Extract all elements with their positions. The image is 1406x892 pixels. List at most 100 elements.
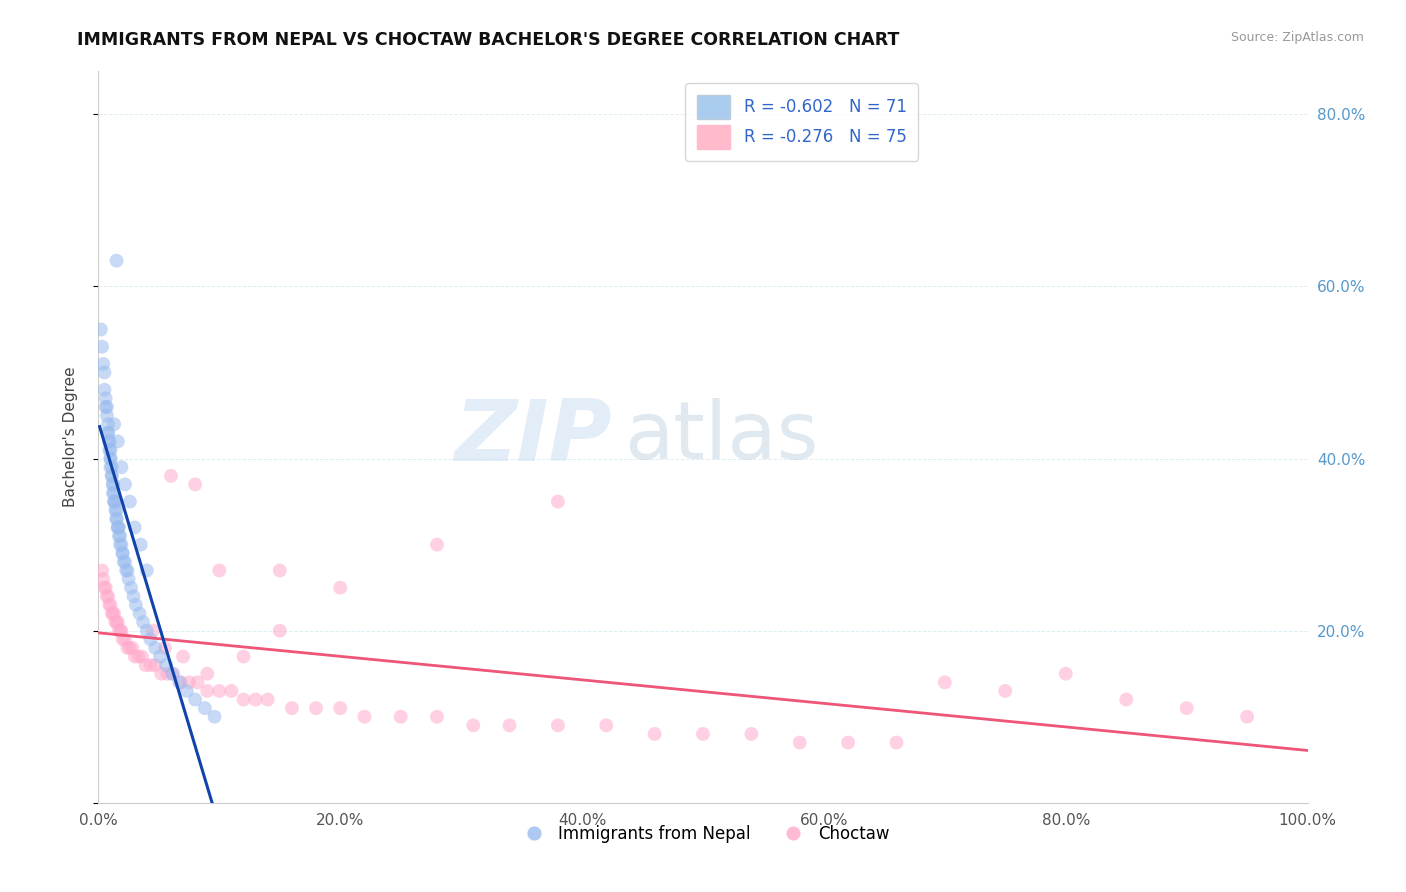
Point	[100, 468, 122, 483]
Point	[96, 400, 118, 414]
Point	[195, 684, 218, 698]
Point	[93, 366, 115, 380]
Point	[105, 512, 128, 526]
Text: Source: ZipAtlas.com: Source: ZipAtlas.com	[1230, 31, 1364, 45]
Point	[91, 340, 114, 354]
Point	[172, 649, 194, 664]
Point	[107, 434, 129, 449]
Point	[156, 666, 179, 681]
Point	[101, 477, 124, 491]
Point	[114, 555, 136, 569]
Point	[329, 701, 352, 715]
Point	[115, 564, 138, 578]
Point	[104, 494, 127, 508]
Point	[143, 658, 166, 673]
Point	[329, 581, 352, 595]
Point	[934, 675, 956, 690]
Point	[96, 589, 118, 603]
Point	[101, 477, 124, 491]
Point	[139, 658, 162, 673]
Point	[184, 692, 207, 706]
Point	[93, 383, 115, 397]
Point	[135, 658, 157, 673]
Point	[162, 666, 184, 681]
Point	[96, 409, 118, 423]
Point	[111, 632, 134, 647]
Point	[110, 538, 132, 552]
Point	[1236, 710, 1258, 724]
Point	[208, 684, 231, 698]
Point	[837, 735, 859, 749]
Point	[498, 718, 520, 732]
Point	[124, 649, 146, 664]
Point	[98, 442, 121, 457]
Point	[132, 615, 155, 629]
Point	[105, 503, 128, 517]
Point	[101, 607, 124, 621]
Point	[91, 357, 114, 371]
Point	[124, 520, 146, 534]
Point	[100, 451, 122, 466]
Point	[110, 624, 132, 638]
Point	[111, 546, 134, 560]
Point	[121, 640, 143, 655]
Point	[94, 400, 117, 414]
Point	[114, 632, 136, 647]
Point	[150, 666, 173, 681]
Point	[97, 425, 120, 440]
Point	[104, 503, 127, 517]
Point	[426, 538, 449, 552]
Point	[103, 607, 125, 621]
Point	[353, 710, 375, 724]
Point	[195, 666, 218, 681]
Point	[547, 494, 569, 508]
Point	[118, 572, 141, 586]
Point	[108, 529, 131, 543]
Text: atlas: atlas	[624, 398, 818, 476]
Point	[740, 727, 762, 741]
Point	[93, 581, 115, 595]
Point	[187, 675, 209, 690]
Point	[644, 727, 666, 741]
Point	[91, 572, 114, 586]
Point	[97, 425, 120, 440]
Point	[112, 555, 135, 569]
Point	[142, 624, 165, 638]
Point	[105, 253, 128, 268]
Point	[139, 632, 162, 647]
Point	[105, 512, 128, 526]
Point	[1175, 701, 1198, 715]
Point	[108, 624, 131, 638]
Text: IMMIGRANTS FROM NEPAL VS CHOCTAW BACHELOR'S DEGREE CORRELATION CHART: IMMIGRANTS FROM NEPAL VS CHOCTAW BACHELO…	[77, 31, 900, 49]
Point	[160, 666, 183, 681]
Point	[184, 477, 207, 491]
Point	[107, 520, 129, 534]
Point	[114, 477, 136, 491]
Point	[90, 322, 112, 336]
Point	[108, 520, 131, 534]
Point	[131, 649, 153, 664]
Point	[94, 392, 117, 406]
Text: ZIP: ZIP	[454, 395, 613, 479]
Point	[108, 624, 131, 638]
Point	[100, 468, 122, 483]
Point	[463, 718, 485, 732]
Point	[104, 615, 127, 629]
Point	[100, 598, 122, 612]
Point	[98, 434, 121, 449]
Point	[204, 710, 226, 724]
Point	[305, 701, 328, 715]
Point	[1115, 692, 1137, 706]
Point	[127, 649, 149, 664]
Point	[103, 494, 125, 508]
Point	[108, 538, 131, 552]
Legend: Immigrants from Nepal, Choctaw: Immigrants from Nepal, Choctaw	[510, 818, 896, 849]
Point	[117, 564, 139, 578]
Point	[94, 581, 117, 595]
Point	[994, 684, 1017, 698]
Point	[160, 468, 183, 483]
Point	[194, 701, 217, 715]
Point	[107, 615, 129, 629]
Point	[110, 460, 132, 475]
Point	[107, 520, 129, 534]
